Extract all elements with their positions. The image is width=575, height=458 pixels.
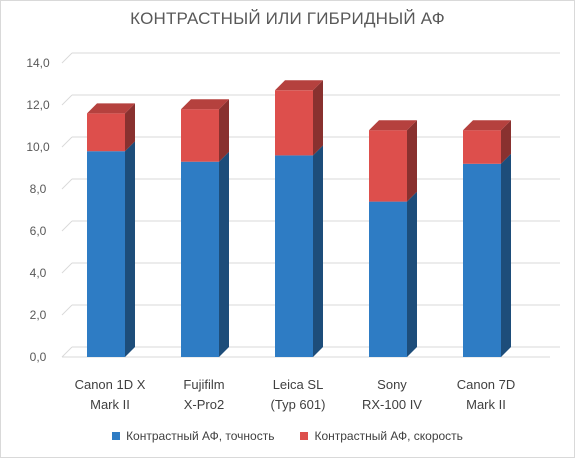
- y-tick-label: 10,0: [26, 140, 50, 154]
- x-tick-label: Mark II: [466, 397, 506, 412]
- bar-side-1-3: [407, 120, 417, 202]
- gridline-side: [61, 178, 73, 190]
- y-tick-label: 12,0: [26, 98, 50, 112]
- bar-top-4: [463, 120, 511, 131]
- bar-top-3: [369, 120, 417, 131]
- bar-top-0: [87, 103, 135, 114]
- gridline-side: [61, 136, 73, 148]
- bar-speed-0: [87, 113, 125, 152]
- y-tick-label: 2,0: [30, 308, 47, 322]
- x-tick-label: Canon 1D X: [75, 377, 146, 392]
- legend-item-speed: Контрастный АФ, скорость: [300, 429, 463, 443]
- x-tick-label: Canon 7D: [457, 377, 516, 392]
- bar-side-0-3: [407, 191, 417, 357]
- legend-label-accuracy: Контрастный АФ, точность: [126, 429, 275, 443]
- gridline-side: [61, 52, 73, 64]
- x-tick-label: Fujifilm: [183, 377, 224, 392]
- bar-speed-4: [463, 130, 501, 164]
- x-tick-label: Sony: [377, 377, 407, 392]
- bar-side-0-1: [219, 151, 229, 357]
- bar-accuracy-4: [463, 163, 501, 357]
- bar-side-1-1: [219, 99, 229, 162]
- bar-speed-3: [369, 130, 407, 202]
- bar-accuracy-2: [275, 155, 313, 357]
- bar-speed-1: [181, 109, 219, 162]
- x-tick-label: (Typ 601): [271, 397, 326, 412]
- gridline-side: [61, 94, 73, 106]
- bar-top-1: [181, 99, 229, 110]
- bar-accuracy-0: [87, 151, 125, 357]
- x-tick-label: Leica SL: [273, 377, 324, 392]
- gridline-side: [61, 262, 73, 274]
- x-tick-label: RX-100 IV: [362, 397, 422, 412]
- y-tick-label: 6,0: [30, 224, 47, 238]
- bar-side-0-4: [501, 153, 511, 357]
- bar-accuracy-1: [181, 161, 219, 357]
- y-tick-label: 8,0: [30, 182, 47, 196]
- gridline-side: [61, 346, 73, 358]
- bar-side-1-2: [313, 80, 323, 156]
- legend-label-speed: Контрастный АФ, скорость: [314, 429, 463, 443]
- bar-side-1-4: [501, 120, 511, 164]
- gridline-side: [61, 220, 73, 232]
- bar-top-2: [275, 80, 323, 91]
- chart-title: КОНТРАСТНЫЙ ИЛИ ГИБРИДНЫЙ АФ: [130, 9, 445, 28]
- x-tick-label: X-Pro2: [184, 397, 224, 412]
- x-tick-label: Mark II: [90, 397, 130, 412]
- y-tick-label: 0,0: [30, 350, 47, 364]
- chart-legend: Контрастный АФ, точность Контрастный АФ,…: [0, 429, 575, 443]
- y-tick-label: 14,0: [26, 56, 50, 70]
- y-tick-label: 4,0: [30, 266, 47, 280]
- legend-item-accuracy: Контрастный АФ, точность: [112, 429, 274, 443]
- bar-side-0-0: [125, 141, 135, 357]
- legend-swatch-speed: [300, 432, 309, 440]
- legend-swatch-accuracy: [112, 432, 121, 440]
- bar-side-1-0: [125, 103, 135, 152]
- bar-accuracy-3: [369, 201, 407, 357]
- gridline-side: [61, 304, 73, 316]
- bar-speed-2: [275, 90, 313, 156]
- bar-side-0-2: [313, 145, 323, 357]
